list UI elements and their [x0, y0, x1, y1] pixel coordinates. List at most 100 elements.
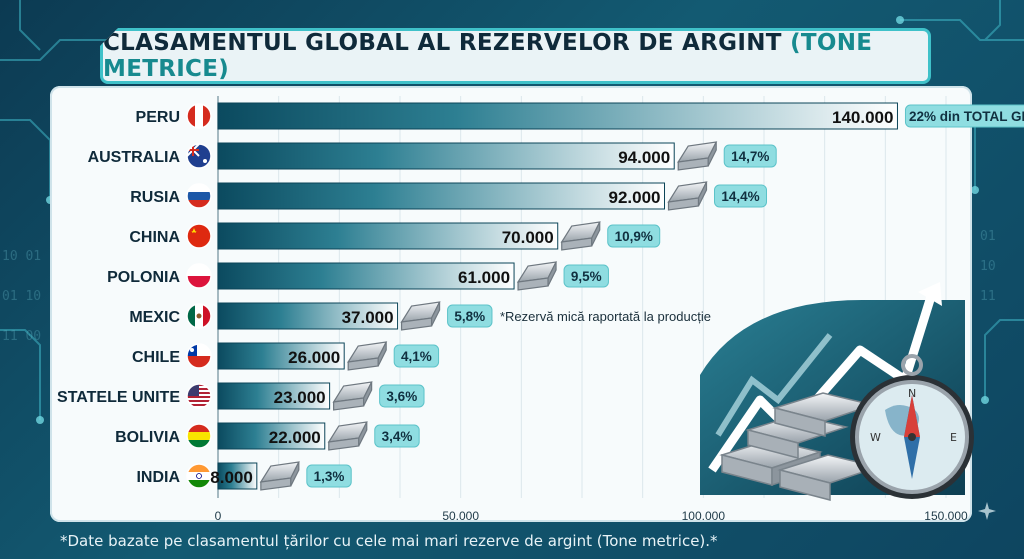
svg-text:11 00: 11 00 — [2, 329, 41, 344]
bar-row: PERU 140.000 22% din TOTAL GLOBAL — [136, 102, 1024, 130]
category-label: CHINA — [129, 229, 180, 246]
value-label: 23.000 — [274, 388, 326, 407]
bar — [217, 462, 258, 490]
share-badge — [447, 304, 493, 328]
svg-text:E: E — [950, 431, 957, 444]
category-label: STATELE UNITE — [57, 389, 180, 406]
bar — [217, 302, 399, 330]
share-label: 4,1% — [401, 349, 432, 364]
category-label: AUSTRALIA — [88, 149, 181, 166]
share-label: 22% din TOTAL GLOBAL — [909, 109, 1024, 124]
title-unit: (TONE METRICE) — [103, 30, 873, 82]
x-axis: 0 50.000 100.000 150.000 — [215, 509, 968, 523]
india-flag-icon — [186, 463, 212, 489]
share-label: 9,5% — [571, 269, 602, 284]
sparkle-icon — [978, 502, 996, 520]
share-label: 10,9% — [615, 229, 653, 244]
bar-row: AUSTRALIA 94.000 14,7% — [88, 141, 777, 171]
silver-ingot-icon — [347, 341, 388, 371]
silver-ingot-icon — [560, 221, 601, 251]
chart-title: CLASAMENTUL GLOBAL AL REZERVELOR DE ARGI… — [103, 30, 928, 82]
silver-ingot-icon — [516, 261, 558, 291]
value-label: 92.000 — [609, 188, 661, 207]
svg-text:11: 11 — [980, 289, 996, 304]
footnote: *Date bazate pe clasamentul țărilor cu c… — [60, 532, 718, 550]
svg-text:01 10: 01 10 — [2, 289, 41, 304]
value-label: 70.000 — [502, 228, 554, 247]
value-label: 26.000 — [288, 348, 340, 367]
bar-row: MEXIC 37.000 5,8% *Rezervă mică raportată l… — [129, 301, 711, 331]
bar-row: BOLIVIA 22.000 3,4% — [115, 421, 420, 451]
bar-row: STATELE UNITE 23.000 3,6% — [57, 381, 425, 411]
bar-row: RUSIA 92.000 14,4% — [130, 181, 768, 211]
value-label: 94.000 — [618, 148, 670, 167]
share-badge — [563, 264, 609, 288]
svg-text:N: N — [908, 387, 916, 400]
share-label: 14,7% — [731, 149, 769, 164]
bar-row: CHILE 26.000 4,1% — [132, 341, 440, 371]
share-label: 1,3% — [314, 469, 345, 484]
category-label: RUSIA — [130, 189, 180, 206]
poland-flag-icon — [186, 263, 212, 289]
svg-text:10 01: 10 01 — [2, 249, 41, 264]
x-tick-label: 100.000 — [682, 509, 726, 523]
bar — [217, 142, 675, 170]
silver-bars-compass-arrow-illustration: N W E — [700, 282, 974, 501]
bar-row: POLONIA 61.000 9,5% — [107, 261, 609, 291]
bar — [217, 422, 326, 450]
svg-text:10: 10 — [980, 259, 996, 274]
title-banner: CLASAMENTUL GLOBAL AL REZERVELOR DE ARGI… — [100, 28, 931, 84]
share-badge — [374, 424, 420, 448]
share-badge — [379, 384, 425, 408]
bar — [217, 262, 515, 290]
share-badge — [904, 104, 1024, 128]
share-label: 3,4% — [382, 429, 413, 444]
chile-flag-icon — [186, 343, 212, 369]
title-main: CLASAMENTUL GLOBAL AL REZERVELOR DE ARGI… — [103, 30, 782, 56]
share-label: 5,8% — [454, 309, 485, 324]
category-label: PERU — [136, 109, 180, 126]
russia-flag-icon — [186, 183, 212, 209]
bar — [217, 102, 898, 130]
bar — [217, 182, 666, 210]
bolivia-flag-icon — [186, 423, 212, 449]
share-label: 14,4% — [721, 189, 759, 204]
value-label: 140.000 — [832, 108, 893, 127]
bar — [217, 382, 331, 410]
bar — [217, 222, 559, 250]
value-label: 8.000 — [210, 468, 253, 487]
share-badge — [723, 144, 777, 168]
category-label: BOLIVIA — [115, 429, 180, 446]
usa-flag-icon — [186, 383, 212, 409]
mexico-flag-icon — [186, 303, 212, 329]
category-label: MEXIC — [129, 309, 180, 326]
bar — [217, 342, 345, 370]
category-label: INDIA — [136, 469, 180, 486]
share-label: 3,6% — [386, 389, 417, 404]
china-flag-icon — [186, 223, 212, 249]
bar-row: CHINA 70.000 10,9% — [129, 221, 661, 251]
silver-ingot-icon — [332, 381, 373, 411]
annotation-label: *Rezervă mică raportată la producție — [500, 309, 711, 324]
share-badge — [393, 344, 440, 368]
share-badge — [306, 464, 352, 488]
svg-text:01: 01 — [980, 229, 996, 244]
silver-ingot-icon — [259, 461, 300, 491]
peru-flag-icon — [186, 103, 212, 129]
bar-row: INDIA 8.000 1,3% — [136, 461, 352, 491]
value-label: 61.000 — [458, 268, 510, 287]
category-label: POLONIA — [107, 269, 180, 286]
value-label: 37.000 — [342, 308, 394, 327]
silver-ingot-icon — [677, 141, 718, 171]
x-tick-label: 150.000 — [924, 509, 968, 523]
silver-ingot-icon — [667, 181, 708, 211]
share-badge — [714, 184, 768, 208]
svg-text:W: W — [870, 431, 881, 444]
australia-flag-icon — [186, 143, 212, 169]
silver-ingot-icon — [400, 301, 441, 331]
silver-ingot-icon — [327, 421, 368, 451]
x-tick-label: 50.000 — [442, 509, 479, 523]
value-label: 22.000 — [269, 428, 321, 447]
x-tick-label: 0 — [215, 509, 222, 523]
